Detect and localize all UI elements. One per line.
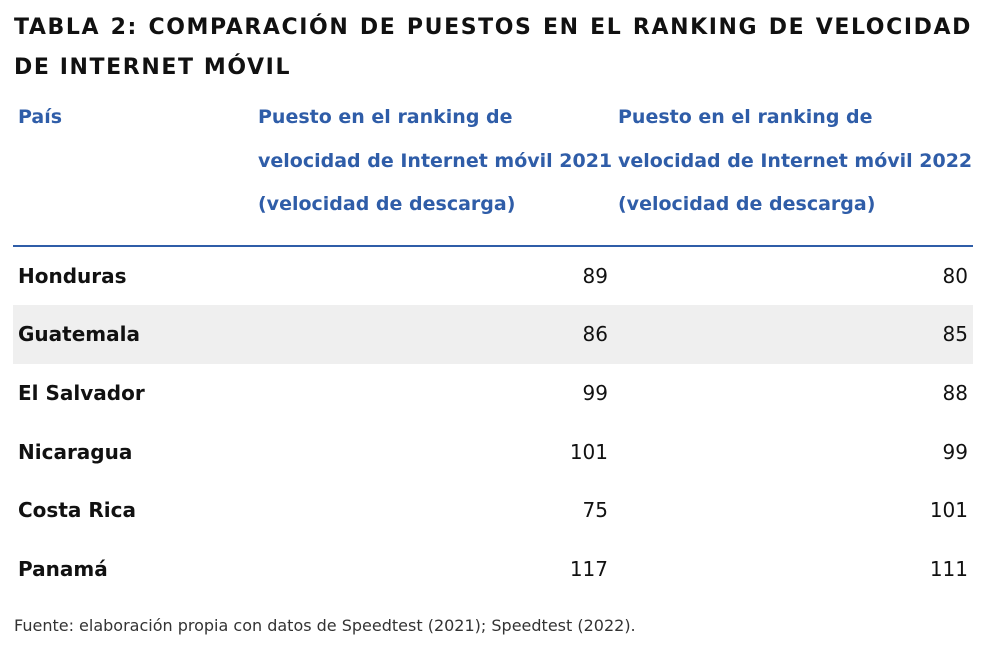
rank-2021-cell: 99 — [582, 380, 608, 405]
country-cell: Nicaragua — [18, 439, 133, 464]
table-row: Nicaragua 101 99 — [13, 422, 973, 481]
table-row: Panamá 117 111 — [13, 539, 973, 598]
country-cell: Costa Rica — [18, 498, 136, 523]
header-rank-2022: Puesto en el ranking de velocidad de Int… — [613, 96, 973, 247]
country-cell: Panamá — [18, 556, 108, 581]
rank-2022-cell: 88 — [942, 380, 968, 405]
rank-2021-cell: 117 — [569, 556, 608, 581]
header-country: País — [13, 96, 253, 247]
rank-2021-cell: 101 — [569, 439, 608, 464]
ranking-table: País Puesto en el ranking de velocidad d… — [13, 96, 973, 598]
rank-2022-cell: 101 — [929, 498, 968, 523]
rank-2022-cell: 85 — [613, 305, 973, 364]
table-row: Guatemala 86 85 — [13, 305, 973, 364]
table-row: Honduras 89 80 — [13, 246, 973, 306]
country-cell: Guatemala — [13, 305, 253, 364]
rank-2022-cell: 80 — [942, 263, 968, 288]
rank-2022-cell: 111 — [929, 556, 968, 581]
rank-2022-cell: 99 — [942, 439, 968, 464]
header-rank-2021: Puesto en el ranking de velocidad de Int… — [253, 96, 613, 247]
rank-2021-cell: 86 — [253, 305, 613, 364]
table-title: TABLA 2: COMPARACIÓN DE PUESTOS EN EL RA… — [14, 15, 972, 80]
source-note: Fuente: elaboración propia con datos de … — [14, 616, 636, 635]
table-row: El Salvador 99 88 — [13, 364, 973, 423]
country-cell: El Salvador — [18, 380, 145, 405]
table-row: Costa Rica 75 101 — [13, 481, 973, 540]
rank-2021-cell: 75 — [582, 498, 608, 523]
country-cell: Honduras — [18, 263, 127, 288]
header-row: País Puesto en el ranking de velocidad d… — [13, 96, 973, 247]
rank-2021-cell: 89 — [582, 263, 608, 288]
